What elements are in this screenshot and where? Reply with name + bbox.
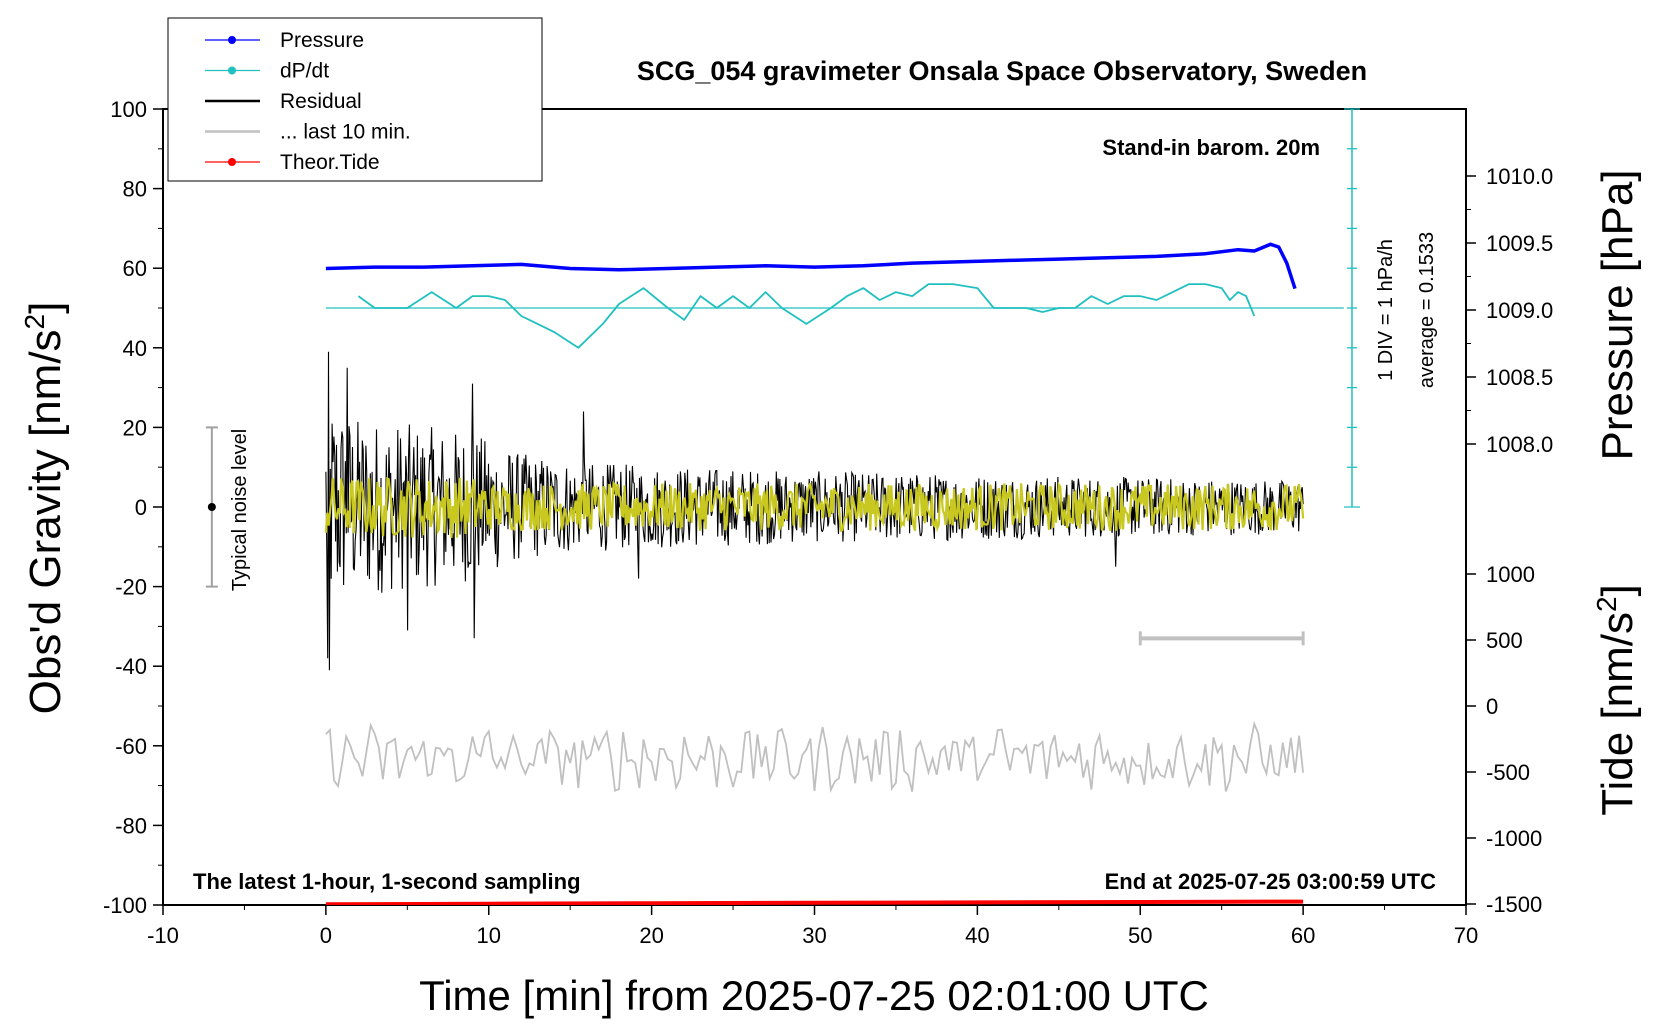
y-tick-label: 20	[123, 415, 147, 440]
y-tick-label: 100	[110, 97, 147, 122]
x-tick-label: 70	[1454, 923, 1478, 948]
legend-label: ... last 10 min.	[280, 121, 411, 144]
x-tick-label: 30	[802, 923, 826, 948]
y-tick-label: -40	[115, 654, 147, 679]
last-10-min-line	[325, 720, 1304, 794]
chart-title: SCG_054 gravimeter Onsala Space Observat…	[637, 56, 1367, 86]
y-tick-label: 80	[123, 177, 147, 202]
x-tick-label: 40	[965, 923, 989, 948]
y-axis-title-tide-close: ]	[1593, 584, 1642, 596]
y-tick-label: 0	[135, 495, 147, 520]
pressure-tick-label: 1008.5	[1486, 365, 1553, 390]
div-label: 1 DIV = 1 hPa/h	[1375, 239, 1397, 381]
y-axis-title-tide: Tide [nm/s2]	[1591, 584, 1642, 816]
pressure-tick-label: 1010.0	[1486, 164, 1553, 189]
average-label: average = 0.1533	[1416, 232, 1438, 388]
tide-tick-label: 500	[1486, 628, 1523, 653]
y-tick-label: 40	[123, 336, 147, 361]
tide-tick-label: -1000	[1486, 826, 1542, 851]
y-axis-title-tide-sup: 2	[1591, 596, 1622, 612]
tide-tick-label: 0	[1486, 694, 1498, 719]
sampling-note: The latest 1-hour, 1-second sampling	[193, 869, 581, 894]
series-pressure	[325, 242, 1297, 290]
y-tick-label: -80	[115, 813, 147, 838]
x-tick-label: 0	[320, 923, 332, 948]
noise-level-label: Typical noise level	[229, 429, 251, 591]
y-tick-label: -60	[115, 734, 147, 759]
tide-tick-label: -500	[1486, 760, 1530, 785]
legend-label: Residual	[280, 90, 362, 113]
legend: Pressure dP/dt Residual ... last 10 min. The…	[167, 17, 543, 182]
legend-swatch-marker	[228, 158, 236, 166]
stand-in-note: Stand-in barom. 20m	[1102, 135, 1320, 160]
end-time-note: End at 2025-07-25 03:00:59 UTC	[1105, 869, 1436, 894]
residual-smoothed-line	[324, 476, 1305, 538]
y-axis-title-left-close: ]	[21, 302, 70, 314]
pressure-tick-label: 1008.0	[1486, 432, 1553, 457]
x-axis-title: Time [min] from 2025-07-25 02:01:00 UTC	[419, 972, 1209, 1019]
y-axis-title-left-sup: 2	[19, 314, 50, 330]
legend-label: Pressure	[280, 29, 364, 52]
x-tick-label: -10	[147, 923, 179, 948]
legend-label: dP/dt	[280, 60, 329, 83]
y-axis-title-left: Obs'd Gravity [nm/s2]	[19, 302, 70, 715]
legend-box	[167, 17, 543, 182]
legend-swatch-marker	[228, 36, 236, 44]
legend-swatch-marker	[228, 66, 236, 75]
pressure-tick-label: 1009.5	[1486, 231, 1553, 256]
series-theor-tide	[325, 899, 1304, 905]
noise-bar-center-dot	[207, 503, 216, 511]
y-tick-label: -20	[115, 575, 147, 600]
y-axis-title-left-main: Obs'd Gravity [nm/s	[21, 329, 70, 714]
y-axis-title-pressure: Pressure [hPa]	[1593, 169, 1642, 460]
x-tick-label: 60	[1291, 923, 1315, 948]
pressure-tick-label: 1009.0	[1486, 298, 1553, 323]
x-tick-label: 10	[477, 923, 501, 948]
y-tick-label: 60	[123, 256, 147, 281]
y-tick-label: -100	[103, 893, 147, 918]
y-axis-title-tide-main: Tide [nm/s	[1593, 612, 1642, 816]
series-dp-dt	[357, 283, 1256, 349]
tide-tick-label: -1500	[1486, 892, 1542, 917]
legend-label: Theor.Tide	[280, 151, 380, 174]
tide-tick-label: 1000	[1486, 562, 1535, 587]
x-tick-label: 20	[639, 923, 663, 948]
x-tick-label: 50	[1128, 923, 1152, 948]
